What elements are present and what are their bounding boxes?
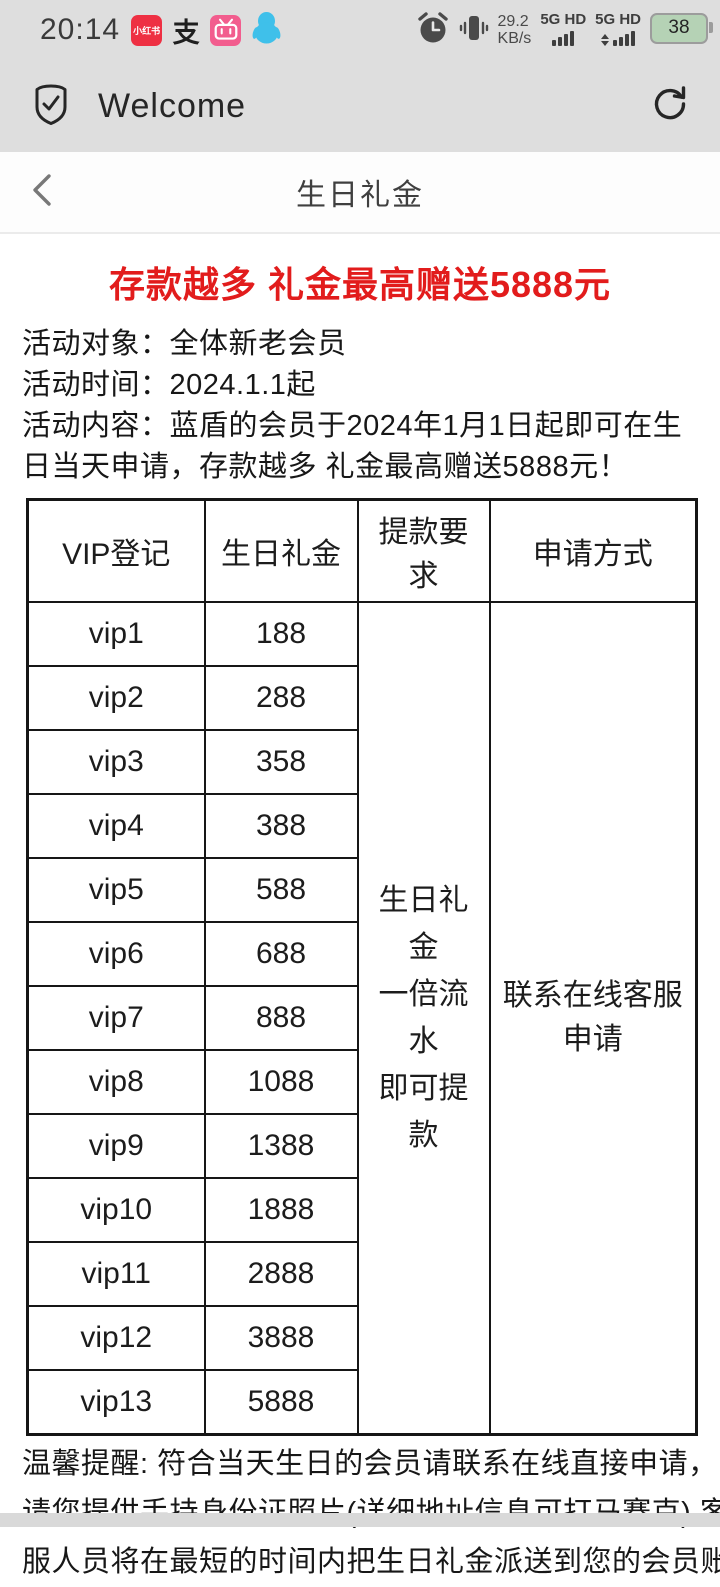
gift-amount-cell: 388	[203, 793, 359, 859]
gift-amount-cell: 288	[203, 665, 359, 731]
refresh-icon[interactable]	[650, 84, 690, 129]
col-header-withdraw-req: 提款要求	[356, 498, 491, 603]
reminder-line: 服人员将在最短的时间内把生日礼金派送到您的会员账	[22, 1546, 720, 1578]
promo-headline: 存款越多 礼金最高赠送5888元	[108, 264, 612, 305]
qq-notification-icon	[252, 11, 281, 49]
table-row: vip13 5888	[26, 1369, 697, 1436]
gift-amount-cell: 588	[203, 857, 359, 923]
promo-content-line: 活动内容：蓝盾的会员于2024年1月1日起即可在生日当天申请，存款越多 礼金最高…	[22, 410, 683, 483]
table-row: vip10 1888	[26, 1177, 697, 1243]
back-icon[interactable]	[30, 171, 54, 214]
table-row: vip1 188 生日礼金 一倍流水 即可提款 联系在线客服申请	[26, 601, 698, 1436]
apply-method-cell: 联系在线客服申请	[488, 601, 698, 1436]
vip-level-cell: vip3	[26, 729, 206, 795]
gift-amount-cell: 1388	[203, 1113, 359, 1179]
gift-amount-cell: 5888	[203, 1369, 359, 1436]
table-row: vip3 358	[26, 729, 697, 795]
table-row: vip12 3888	[26, 1305, 697, 1371]
status-bar: 20:14 小红书 支	[0, 0, 720, 60]
gift-amount-cell: 888	[203, 985, 359, 1051]
withdraw-requirement-cell: 生日礼金 一倍流水 即可提款	[356, 601, 491, 1436]
gift-amount-cell: 1888	[203, 1177, 359, 1243]
promo-time-line: 活动时间：2024.1.1起	[22, 369, 316, 401]
nav-title: 生日礼金	[296, 179, 424, 212]
table-row: vip5 588	[26, 857, 697, 923]
table-row: vip11 2888	[26, 1241, 697, 1307]
vibrate-icon	[459, 10, 489, 51]
col-header-vip-level: VIP登记	[26, 498, 206, 603]
signal-sim2: 5G HD	[595, 11, 641, 46]
vip-level-cell: vip11	[26, 1241, 206, 1307]
nav-bar: 生日礼金	[0, 152, 720, 234]
promo-content: 存款越多 礼金最高赠送5888元 活动对象：全体新老会员 活动时间：2024.1…	[0, 236, 720, 1587]
vip-level-cell: vip4	[26, 793, 206, 859]
col-header-gift: 生日礼金	[203, 498, 359, 603]
shield-check-icon	[30, 82, 72, 131]
vip-level-cell: vip12	[26, 1305, 206, 1371]
bottom-edge-strip	[0, 1513, 720, 1527]
vip-level-cell: vip7	[26, 985, 206, 1051]
xiaohongshu-notification-icon: 小红书	[131, 14, 163, 46]
promo-details: 活动对象：全体新老会员 活动时间：2024.1.1起 活动内容：蓝盾的会员于20…	[22, 324, 698, 488]
vip-level-cell: vip2	[26, 665, 206, 731]
vip-gift-table: VIP登记 生日礼金 提款要求 申请方式 vip1 188 生日礼金 一倍流水 …	[26, 498, 698, 1436]
vip-level-cell: vip10	[26, 1177, 206, 1243]
vip-level-cell: vip9	[26, 1113, 206, 1179]
signal-bars-arrows-icon	[601, 30, 636, 46]
signal-bars-icon	[552, 30, 575, 46]
table-row: vip6 688	[26, 921, 697, 987]
battery-indicator: 38	[650, 12, 713, 44]
gift-amount-cell: 688	[203, 921, 359, 987]
gift-amount-cell: 1088	[203, 1049, 359, 1115]
page-title: Welcome	[98, 86, 247, 125]
table-row: vip9 1388	[26, 1113, 697, 1179]
vip-level-cell: vip5	[26, 857, 206, 923]
network-speed: 29.2 KB/s	[497, 12, 532, 47]
vip-level-cell: vip8	[26, 1049, 206, 1115]
reminder-line: 温馨提醒: 符合当天生日的会员请联系在线直接申请，	[22, 1448, 718, 1480]
promo-target-line: 活动对象：全体新老会员	[22, 328, 347, 360]
gift-amount-cell: 2888	[203, 1241, 359, 1307]
table-header-row: VIP登记 生日礼金 提款要求 申请方式	[26, 498, 698, 603]
table-row: vip8 1088	[26, 1049, 697, 1115]
bilibili-notification-icon	[210, 14, 242, 46]
table-row: vip4 388	[26, 793, 697, 859]
gift-amount-cell: 358	[203, 729, 359, 795]
gift-amount-cell: 188	[203, 601, 359, 667]
table-row: vip2 288	[26, 665, 697, 731]
signal-sim1: 5G HD	[540, 11, 586, 46]
gift-amount-cell: 3888	[203, 1305, 359, 1371]
col-header-apply-method: 申请方式	[488, 498, 698, 603]
clock-time: 20:14	[40, 13, 121, 46]
app-header: Welcome	[0, 60, 720, 152]
vip-level-cell: vip1	[26, 601, 206, 667]
alipay-notification-icon: 支	[172, 17, 200, 48]
vip-level-cell: vip13	[26, 1369, 206, 1436]
table-row: vip7 888	[26, 985, 697, 1051]
alarm-icon	[416, 10, 450, 51]
vip-level-cell: vip6	[26, 921, 206, 987]
